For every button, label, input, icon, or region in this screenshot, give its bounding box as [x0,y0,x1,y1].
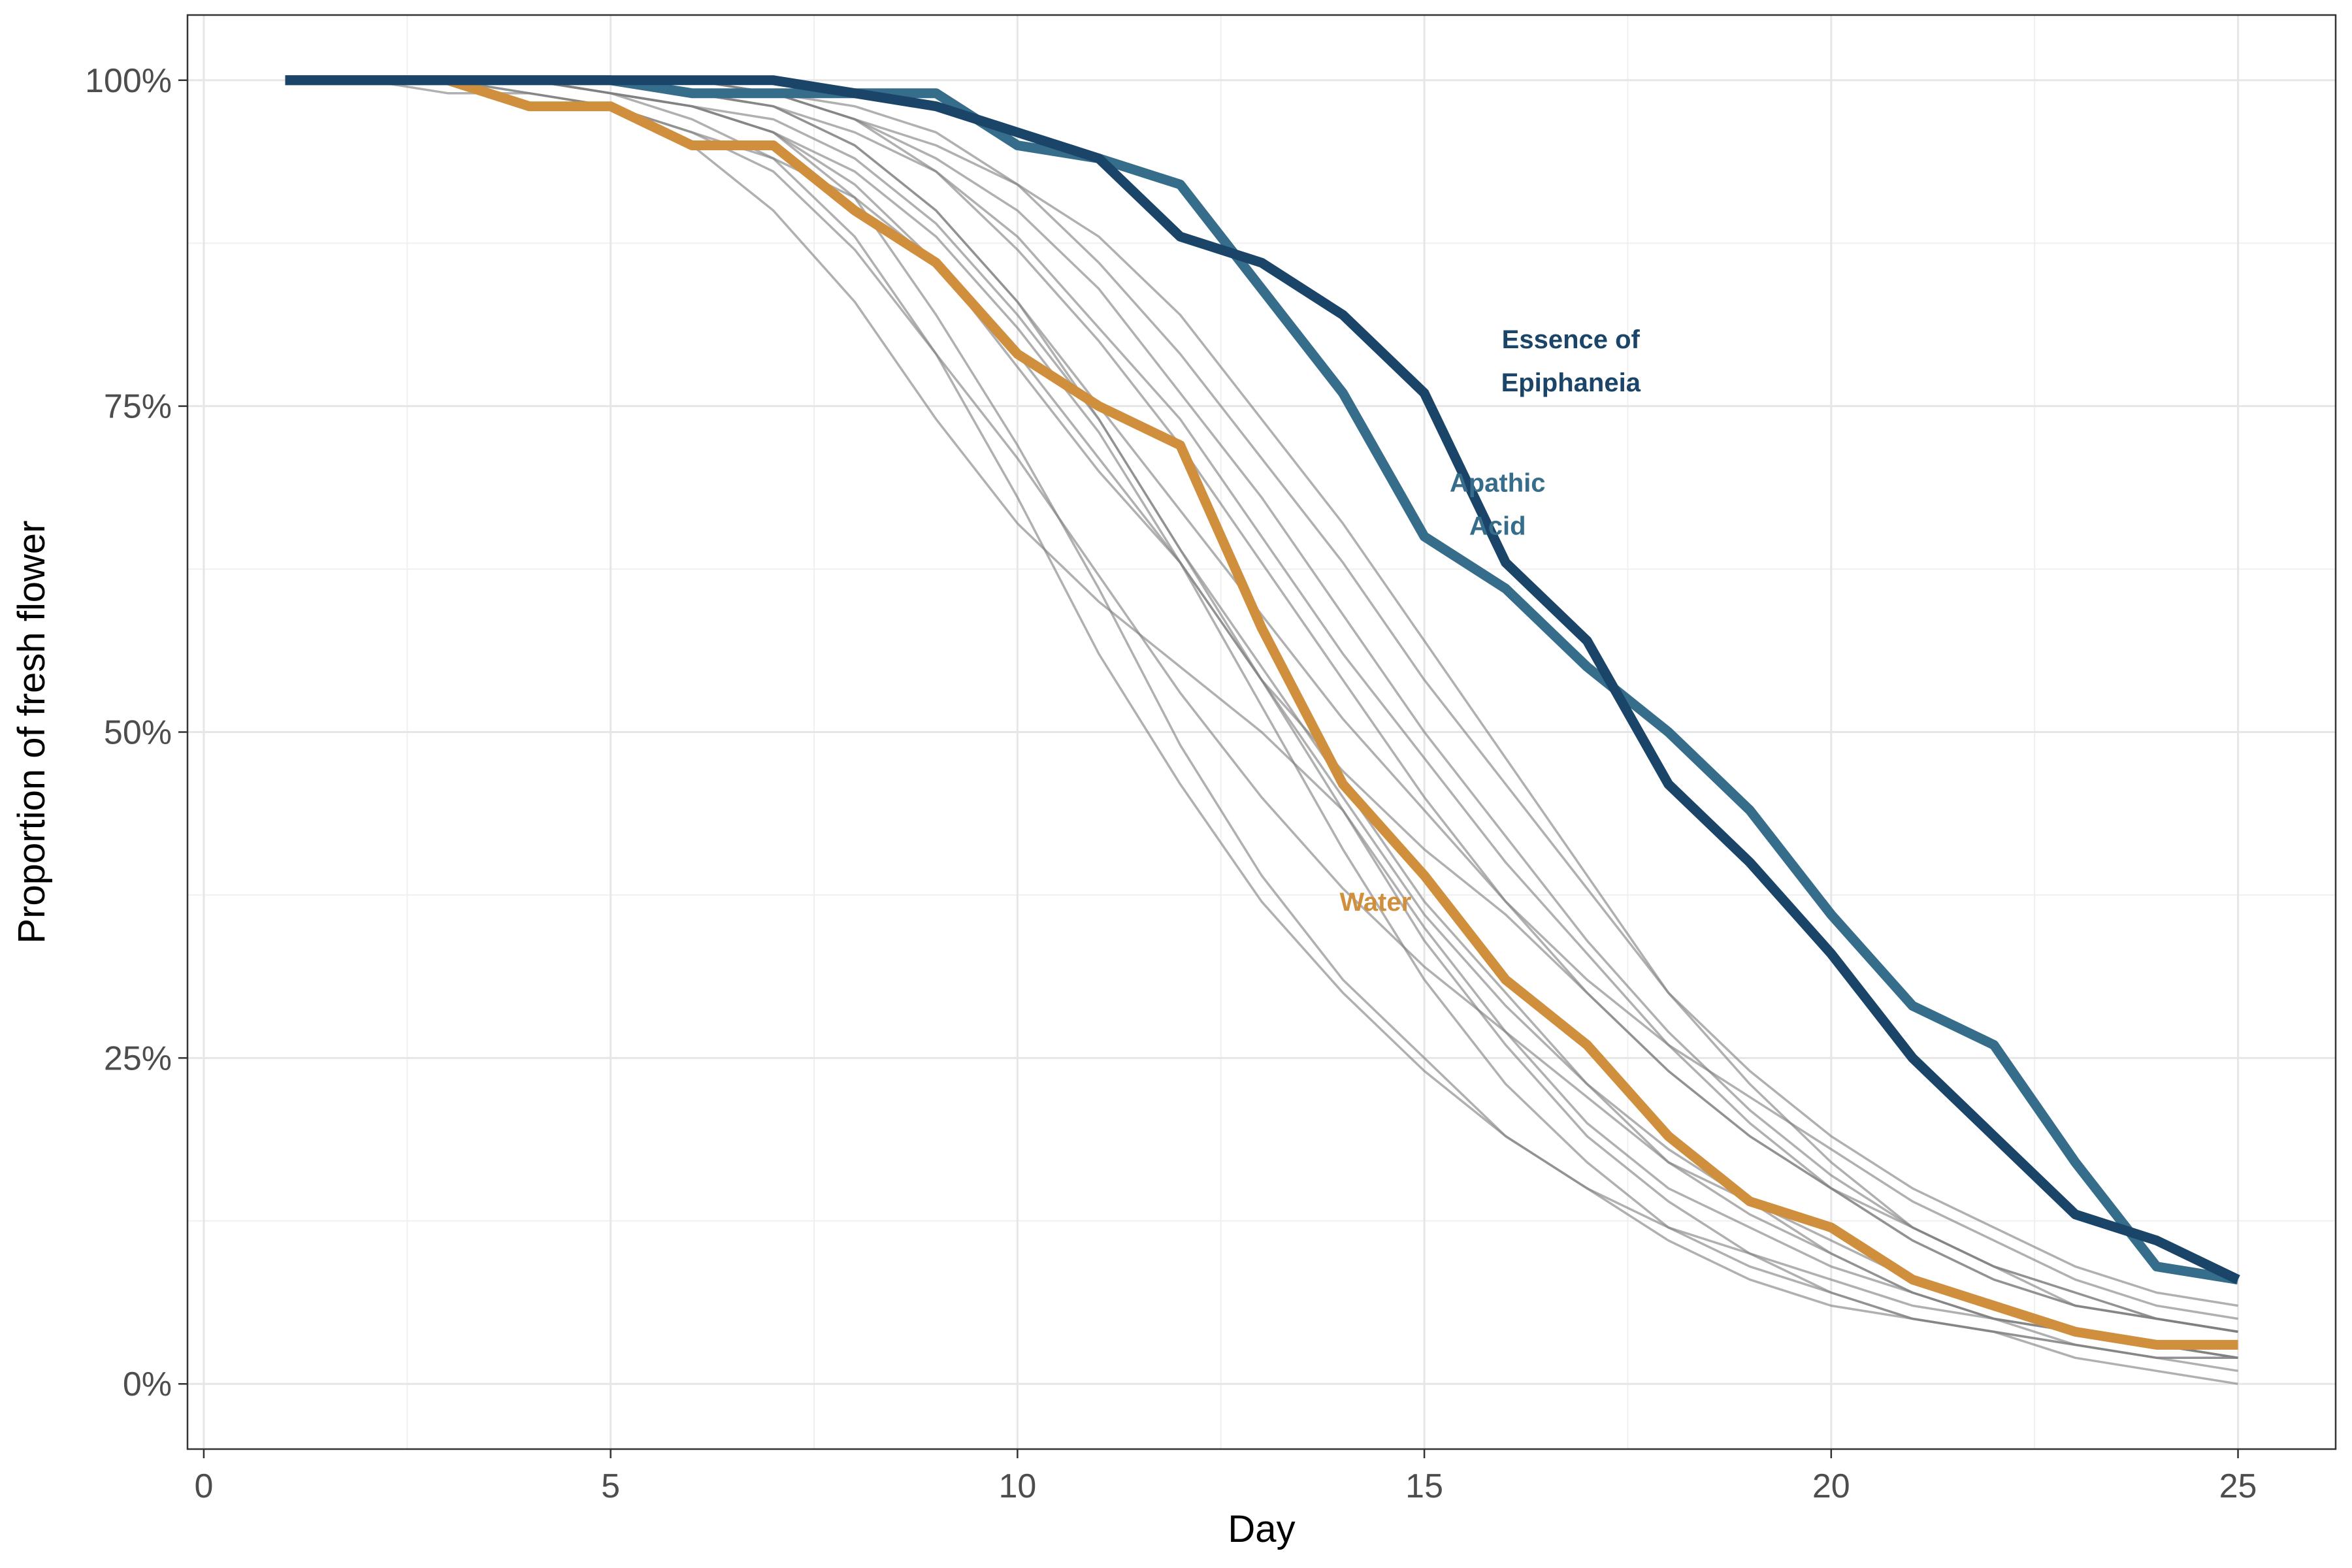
x-tick-label: 15 [1405,1467,1443,1505]
x-tick-label: 5 [601,1467,620,1505]
series-label-apathic-acid: Apathic [1450,468,1546,497]
x-tick-label: 0 [194,1467,213,1505]
x-tick-label: 20 [1812,1467,1850,1505]
highlighted-series-group [285,75,2240,1350]
x-tick-label: 10 [998,1467,1036,1505]
series-label-water: Water [1340,888,1412,917]
series-line-water [285,75,2238,1350]
y-axis-ticks: 0% 25% 50% 75% 100% [85,62,188,1403]
series-line-essence-of-epiphaneia [285,75,2240,1284]
x-tick-label: 25 [2219,1467,2257,1505]
y-axis-title: Proportion of fresh flower [10,521,53,944]
series-label-essence-of-epiphaneia: Essence of [1502,325,1641,354]
major-gridlines [188,15,2336,1449]
y-tick-label: 25% [104,1039,172,1077]
x-axis-ticks: 0 5 10 15 20 25 [194,1449,2257,1505]
y-tick-label: 50% [104,714,172,752]
background-series-line-14 [285,79,2238,1360]
series-labels: Water Apathic Acid Essence of Epiphaneia [1340,325,1641,917]
series-label-essence-of-epiphaneia: Epiphaneia [1501,368,1641,397]
y-tick-label: 100% [85,62,172,100]
x-axis-title: Day [1228,1508,1295,1550]
series-label-apathic-acid: Acid [1469,512,1526,540]
y-tick-label: 0% [123,1365,172,1403]
y-tick-label: 75% [104,388,172,426]
